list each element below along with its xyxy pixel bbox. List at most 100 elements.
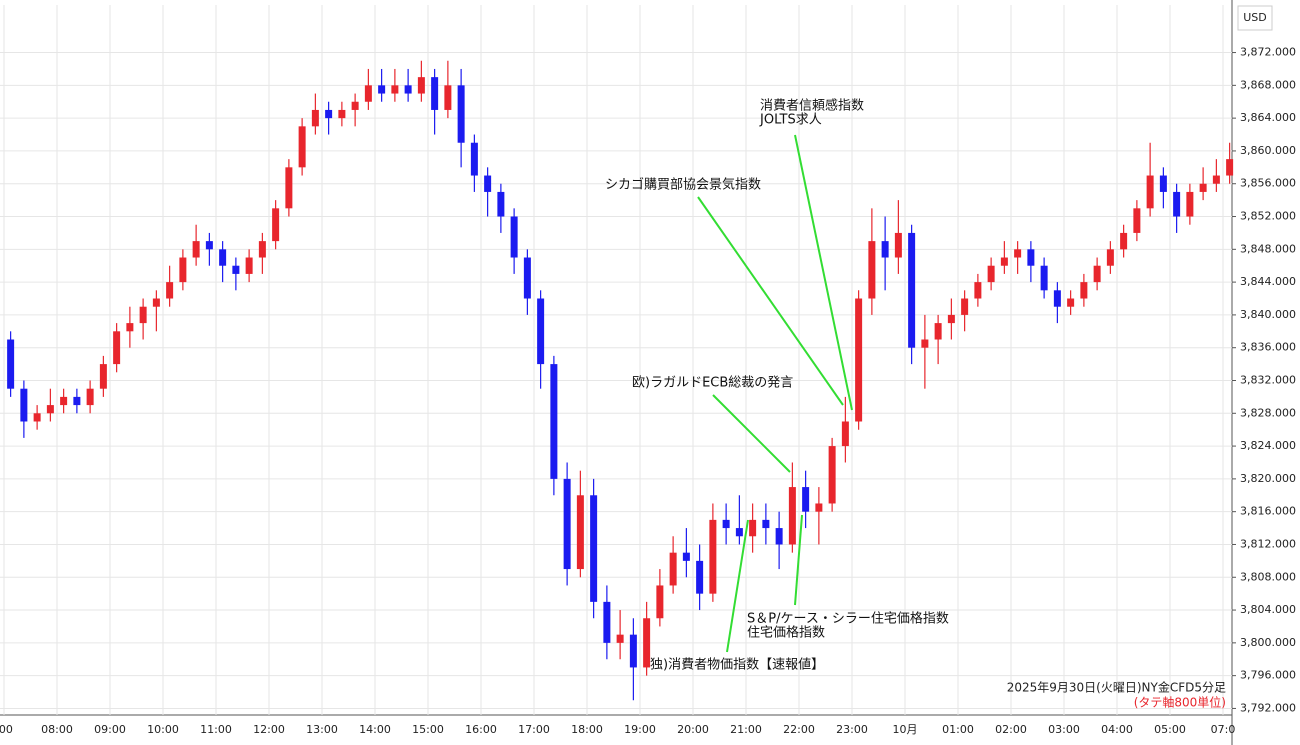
candle-body — [364, 85, 372, 102]
x-tick-label: 11:00 — [200, 723, 232, 736]
x-tick-label: 21:00 — [730, 723, 762, 736]
candle-body — [298, 126, 306, 168]
candle-body — [1173, 191, 1181, 217]
x-tick-label: 17:00 — [518, 723, 550, 736]
candle-body — [828, 446, 836, 504]
x-tick-label: 12:00 — [253, 723, 285, 736]
x-tick-label: 05:00 — [1154, 723, 1186, 736]
annotation: 欧)ラガルドECB総裁の発言 — [632, 375, 793, 391]
candle-body — [86, 388, 94, 406]
candle-body — [656, 585, 664, 619]
y-tick-label: 3,856.000 — [1240, 177, 1296, 190]
candle-body — [139, 306, 147, 324]
x-tick-label: 23:00 — [836, 723, 868, 736]
y-tick-label: 3,824.000 — [1240, 439, 1296, 452]
candle-body — [974, 282, 982, 299]
candle-body — [1159, 175, 1167, 192]
candle-body — [60, 396, 68, 406]
candle-body — [1067, 298, 1075, 307]
candle-body — [192, 241, 200, 258]
candle-body — [669, 552, 677, 586]
candle-body — [311, 109, 319, 127]
candle-body — [391, 85, 399, 94]
candle-body — [404, 85, 412, 94]
annotation-leader — [794, 514, 803, 606]
x-tick-label: 18:00 — [571, 723, 603, 736]
candle-body — [179, 257, 187, 283]
candle-body — [841, 421, 849, 447]
candle-body — [894, 232, 902, 258]
candle-body — [444, 85, 452, 110]
candle-body — [616, 634, 624, 643]
annotation: 消費者信頼感指数 — [760, 98, 864, 114]
candle-body — [775, 528, 783, 545]
candle-body — [457, 85, 465, 143]
x-tick-label: 22:00 — [783, 723, 815, 736]
candle-body — [1106, 249, 1114, 266]
candle-body — [219, 249, 227, 266]
candle-body — [417, 77, 425, 94]
candle-body — [709, 519, 717, 594]
y-tick-label: 3,844.000 — [1240, 275, 1296, 288]
candle-body — [33, 413, 41, 422]
candle-body — [272, 208, 280, 242]
candle-body — [1000, 257, 1008, 266]
candle-body — [1199, 183, 1207, 192]
footer-note: (タテ軸800単位) — [1134, 695, 1226, 710]
candle-body — [934, 323, 942, 340]
candle-body — [908, 232, 916, 348]
x-tick-label: 03:00 — [1048, 723, 1080, 736]
x-tick-label: 08:00 — [41, 723, 73, 736]
candle-body — [815, 503, 823, 512]
x-tick-label: 01:00 — [942, 723, 974, 736]
annotation-leader — [712, 394, 791, 473]
y-tick-label: 3,872.000 — [1240, 46, 1296, 59]
candle-body — [1186, 191, 1194, 217]
currency-box — [1237, 5, 1273, 31]
y-tick-label: 3,792.000 — [1240, 701, 1296, 714]
candle-body — [1133, 208, 1141, 233]
candle-body — [351, 101, 359, 110]
candle-body — [205, 241, 213, 250]
y-tick-label: 3,816.000 — [1240, 505, 1296, 518]
candle-body — [696, 560, 704, 594]
candle-body — [855, 298, 863, 422]
y-tick-label: 3,808.000 — [1240, 570, 1296, 583]
candle-body — [1040, 265, 1048, 291]
candle-body — [7, 339, 15, 389]
candle-body — [961, 298, 969, 315]
candle-body — [868, 241, 876, 299]
candle-body — [1053, 290, 1061, 307]
y-tick-label: 3,836.000 — [1240, 341, 1296, 354]
y-tick-label: 3,868.000 — [1240, 78, 1296, 91]
candle-body — [1226, 159, 1234, 176]
candle-body — [126, 323, 134, 332]
candle-body — [258, 241, 266, 258]
x-tick-label: 10:00 — [147, 723, 179, 736]
footer: 2025年9月30日(火曜日)NY金CFD5分足 — [1007, 680, 1226, 695]
annotation: 独)消費者物価指数【速報値】 — [650, 657, 824, 673]
y-tick-label: 3,796.000 — [1240, 669, 1296, 682]
y-tick-label: 3,852.000 — [1240, 210, 1296, 223]
x-tick-label: 02:00 — [995, 723, 1027, 736]
annotation: シカゴ購買部協会景気指数 — [605, 177, 761, 193]
candle-body — [550, 364, 558, 479]
candle-body — [232, 265, 240, 274]
candle-body — [563, 478, 571, 570]
candle-body — [1080, 282, 1088, 299]
candle-body — [285, 167, 293, 209]
candle-body — [722, 519, 730, 529]
candle-body — [523, 257, 531, 299]
x-tick-label: 09:00 — [94, 723, 126, 736]
x-tick-label: 15:00 — [412, 723, 444, 736]
candle-body — [603, 601, 611, 643]
candle-body — [325, 109, 333, 119]
candle-body — [576, 495, 584, 570]
annotation: JOLTS求人 — [759, 113, 822, 128]
candle-body — [987, 265, 995, 283]
y-tick-label: 3,860.000 — [1240, 144, 1296, 157]
candle-body — [788, 487, 796, 545]
y-tick-label: 3,828.000 — [1240, 406, 1296, 419]
candle-body — [802, 487, 810, 512]
